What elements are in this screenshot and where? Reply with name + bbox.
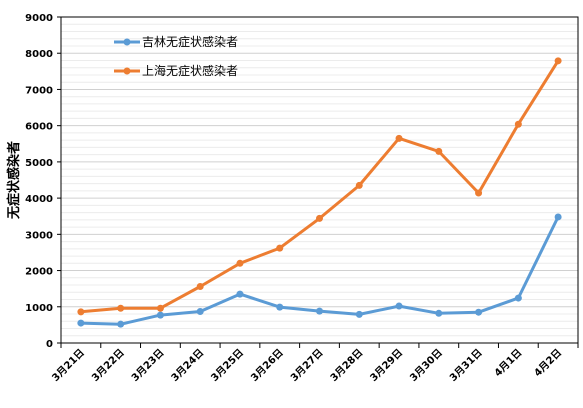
data-point-series-2 bbox=[276, 244, 284, 252]
data-point-series-2 bbox=[395, 134, 403, 142]
legend-marker-1 bbox=[123, 38, 131, 46]
data-point-series-2 bbox=[156, 304, 164, 312]
data-point-series-1 bbox=[156, 311, 164, 319]
data-point-series-1 bbox=[236, 290, 244, 298]
y-tick-label: 0 bbox=[46, 339, 53, 350]
y-tick-label: 9000 bbox=[25, 13, 53, 24]
legend-label-1: 吉林无症状感染者 bbox=[142, 34, 238, 49]
data-point-series-1 bbox=[435, 309, 443, 317]
data-point-series-2 bbox=[355, 181, 363, 189]
plot-border bbox=[60, 16, 579, 344]
legend-marker-2 bbox=[123, 67, 131, 75]
data-point-series-2 bbox=[514, 120, 522, 128]
y-tick-label: 2000 bbox=[25, 267, 53, 278]
y-tick-label: 7000 bbox=[25, 85, 53, 96]
data-point-series-1 bbox=[355, 310, 363, 318]
y-tick-label: 4000 bbox=[25, 194, 53, 205]
data-point-series-2 bbox=[316, 214, 323, 222]
legend-label-2: 上海无症状感染者 bbox=[142, 63, 238, 78]
y-tick-label: 6000 bbox=[25, 122, 53, 133]
y-tick-label: 8000 bbox=[25, 49, 53, 60]
data-point-series-2 bbox=[475, 189, 483, 197]
y-tick-label: 1000 bbox=[25, 303, 53, 314]
axes bbox=[57, 16, 579, 348]
y-axis-title: 无症状感染者 bbox=[6, 141, 22, 220]
data-point-series-2 bbox=[236, 259, 244, 267]
data-point-series-2 bbox=[196, 282, 204, 290]
data-point-series-1 bbox=[395, 302, 403, 310]
data-point-series-1 bbox=[475, 308, 483, 316]
data-point-series-2 bbox=[77, 308, 85, 316]
data-point-series-2 bbox=[117, 304, 125, 312]
data-point-series-1 bbox=[514, 294, 522, 302]
data-point-series-1 bbox=[554, 213, 562, 221]
y-tick-label: 3000 bbox=[25, 230, 53, 241]
data-point-series-1 bbox=[117, 320, 125, 328]
data-point-series-1 bbox=[276, 303, 284, 311]
data-point-series-2 bbox=[435, 147, 443, 155]
data-point-series-1 bbox=[77, 319, 85, 327]
y-tick-label: 5000 bbox=[25, 158, 53, 169]
data-point-series-2 bbox=[554, 57, 562, 65]
series-lines bbox=[77, 57, 562, 328]
data-point-series-1 bbox=[316, 307, 323, 315]
data-point-series-1 bbox=[196, 307, 204, 315]
